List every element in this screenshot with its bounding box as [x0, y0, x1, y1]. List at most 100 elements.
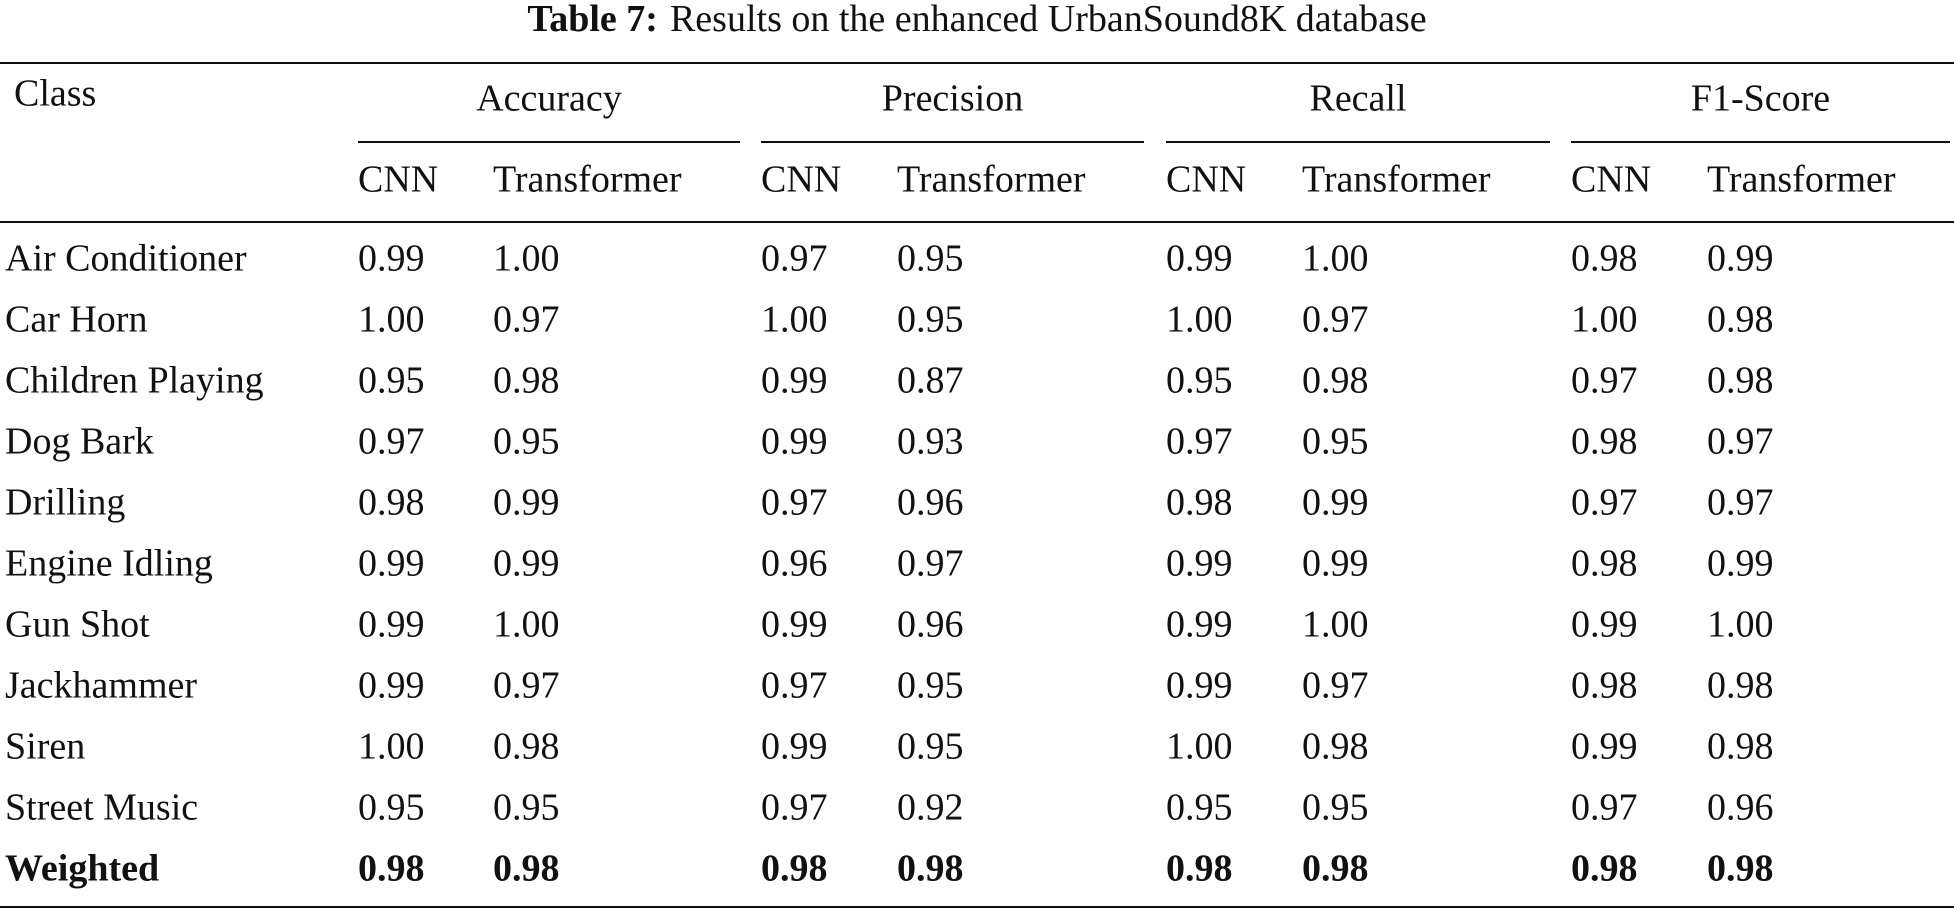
- cell-value: 1.00: [761, 299, 828, 341]
- table-caption: Table 7: Results on the enhanced UrbanSou…: [527, 0, 1426, 40]
- cell-value: 0.95: [1166, 360, 1233, 402]
- caption-label: Table 7:: [527, 0, 658, 40]
- row-label: Jackhammer: [5, 665, 197, 707]
- column-header: CNN: [1571, 159, 1651, 201]
- cell-value: 0.99: [1707, 543, 1774, 585]
- cell-value: 0.99: [358, 604, 425, 646]
- row-label: Engine Idling: [5, 543, 213, 585]
- cell-value: 0.99: [1302, 543, 1369, 585]
- cell-value: 0.98: [358, 482, 425, 524]
- cell-value: 0.99: [761, 421, 828, 463]
- cell-value: 0.98: [1166, 482, 1233, 524]
- group-header: Precision: [882, 78, 1023, 120]
- cell-value: 0.95: [1302, 787, 1369, 829]
- cell-value: 0.99: [1571, 604, 1638, 646]
- cell-value: 0.97: [761, 482, 828, 524]
- cell-value: 0.98: [1707, 848, 1774, 890]
- cell-value: 1.00: [1707, 604, 1774, 646]
- row-label: Drilling: [5, 482, 125, 524]
- cell-value: 0.98: [897, 848, 964, 890]
- cell-value: 0.98: [493, 848, 560, 890]
- cell-value: 0.96: [897, 604, 964, 646]
- cell-value: 0.96: [897, 482, 964, 524]
- cell-value: 0.95: [897, 299, 964, 341]
- cell-value: 0.99: [1166, 238, 1233, 280]
- cell-value: 0.99: [1166, 604, 1233, 646]
- cell-value: 0.98: [1571, 421, 1638, 463]
- cell-value: 0.99: [1302, 482, 1369, 524]
- cell-value: 1.00: [358, 726, 425, 768]
- cell-value: 0.98: [1302, 726, 1369, 768]
- cell-value: 0.95: [897, 726, 964, 768]
- cell-value: 1.00: [493, 238, 560, 280]
- cell-value: 0.99: [358, 665, 425, 707]
- cell-value: 0.97: [1707, 482, 1774, 524]
- row-label: Weighted: [5, 848, 159, 890]
- cell-value: 0.97: [761, 787, 828, 829]
- cell-value: 0.98: [1302, 360, 1369, 402]
- cell-value: 0.98: [1571, 543, 1638, 585]
- cell-value: 0.95: [1302, 421, 1369, 463]
- cell-value: 0.97: [1571, 360, 1638, 402]
- row-label: Gun Shot: [5, 604, 150, 646]
- cell-value: 0.97: [761, 665, 828, 707]
- cell-value: 0.97: [493, 665, 560, 707]
- cell-value: 1.00: [1571, 299, 1638, 341]
- cell-value: 1.00: [1166, 299, 1233, 341]
- cell-value: 0.97: [1302, 299, 1369, 341]
- row-label: Dog Bark: [5, 421, 154, 463]
- class-header: Class: [14, 73, 96, 115]
- column-header: Transformer: [897, 159, 1086, 201]
- column-header: CNN: [1166, 159, 1246, 201]
- cell-value: 0.98: [1707, 726, 1774, 768]
- cell-value: 0.98: [493, 360, 560, 402]
- cell-value: 0.97: [1571, 482, 1638, 524]
- cell-value: 0.98: [358, 848, 425, 890]
- cell-value: 0.93: [897, 421, 964, 463]
- group-header: Accuracy: [476, 78, 622, 120]
- cell-value: 0.95: [897, 238, 964, 280]
- caption-text: Results on the enhanced UrbanSound8K dat…: [670, 0, 1427, 40]
- cell-value: 0.99: [358, 543, 425, 585]
- row-label: Children Playing: [5, 360, 264, 402]
- cell-value: 0.97: [1302, 665, 1369, 707]
- cell-value: 0.97: [493, 299, 560, 341]
- cell-value: 1.00: [1302, 604, 1369, 646]
- cell-value: 0.99: [761, 726, 828, 768]
- column-header: Transformer: [1707, 159, 1896, 201]
- cell-value: 0.98: [1571, 238, 1638, 280]
- column-header: CNN: [761, 159, 841, 201]
- cell-value: 1.00: [1166, 726, 1233, 768]
- cell-value: 0.98: [1707, 299, 1774, 341]
- cell-value: 0.87: [897, 360, 964, 402]
- group-header: Recall: [1309, 78, 1406, 120]
- cell-value: 0.95: [358, 360, 425, 402]
- cell-value: 0.92: [897, 787, 964, 829]
- row-label: Street Music: [5, 787, 198, 829]
- cell-value: 0.96: [761, 543, 828, 585]
- cell-value: 0.99: [493, 482, 560, 524]
- cell-value: 0.99: [761, 360, 828, 402]
- cell-value: 0.97: [358, 421, 425, 463]
- column-header: Transformer: [1302, 159, 1491, 201]
- cell-value: 0.97: [1707, 421, 1774, 463]
- cell-value: 1.00: [1302, 238, 1369, 280]
- cell-value: 0.98: [1707, 665, 1774, 707]
- cell-value: 0.98: [1707, 360, 1774, 402]
- cell-value: 0.99: [1166, 543, 1233, 585]
- cell-value: 0.95: [1166, 787, 1233, 829]
- cell-value: 0.95: [897, 665, 964, 707]
- cell-value: 0.98: [761, 848, 828, 890]
- cell-value: 1.00: [358, 299, 425, 341]
- cell-value: 0.97: [897, 543, 964, 585]
- cell-value: 0.97: [1571, 787, 1638, 829]
- cell-value: 0.98: [1571, 848, 1638, 890]
- cell-value: 0.98: [493, 726, 560, 768]
- row-label: Car Horn: [5, 299, 147, 341]
- cell-value: 0.97: [1166, 421, 1233, 463]
- cell-value: 0.99: [1707, 238, 1774, 280]
- cell-value: 0.99: [493, 543, 560, 585]
- cell-value: 0.95: [493, 421, 560, 463]
- cell-value: 1.00: [493, 604, 560, 646]
